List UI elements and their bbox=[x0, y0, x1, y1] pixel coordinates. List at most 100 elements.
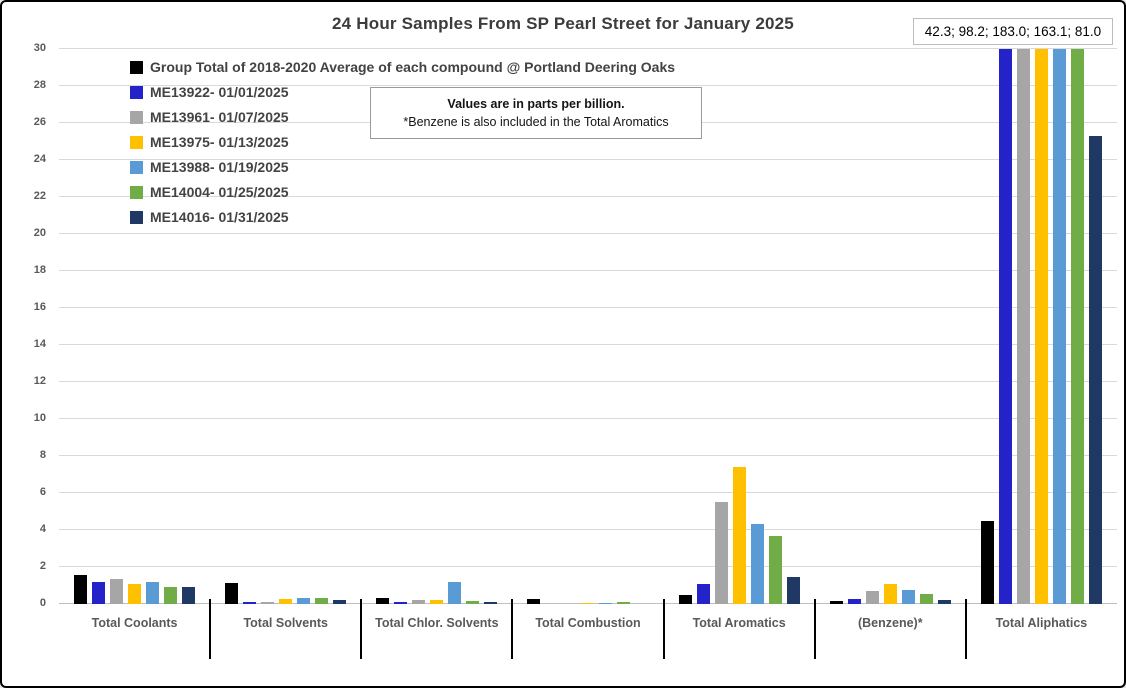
bar-group-6 bbox=[966, 49, 1117, 604]
bar-series5-cat3 bbox=[617, 602, 631, 604]
legend: Group Total of 2018-2020 Average of each… bbox=[130, 59, 675, 234]
x-category-label-5: (Benzene)* bbox=[857, 616, 923, 630]
bar-series4-cat1 bbox=[297, 598, 311, 604]
bar-series2-cat2 bbox=[412, 600, 426, 604]
gridline-2 bbox=[59, 566, 1117, 567]
x-category-label-1: Total Solvents bbox=[243, 616, 328, 630]
bar-series0-cat1 bbox=[225, 583, 239, 604]
gridline-24 bbox=[59, 159, 1117, 160]
bar-series3-cat6 bbox=[1034, 49, 1048, 604]
bar-series4-cat2 bbox=[448, 582, 462, 604]
legend-item-0: Group Total of 2018-2020 Average of each… bbox=[130, 59, 675, 75]
chart-title: 24 Hour Samples From SP Pearl Street for… bbox=[332, 14, 794, 33]
bar-series0-cat2 bbox=[376, 598, 390, 604]
legend-swatch-icon bbox=[130, 160, 143, 174]
legend-item-5: ME14004- 01/25/2025 bbox=[130, 184, 675, 200]
bar-series4-cat3 bbox=[599, 603, 613, 604]
units-note-line2: *Benzene is also included in the Total A… bbox=[403, 115, 669, 129]
bar-series3-cat5 bbox=[883, 584, 897, 604]
bar-series5-cat1 bbox=[315, 598, 329, 604]
y-tick-label-4: 4 bbox=[39, 523, 46, 535]
bar-series5-cat2 bbox=[466, 601, 480, 604]
bar-series1-cat4 bbox=[696, 584, 710, 604]
y-tick-label-18: 18 bbox=[33, 264, 46, 276]
y-tick-label-30: 30 bbox=[33, 42, 46, 54]
legend-item-6: ME14016- 01/31/2025 bbox=[130, 209, 675, 225]
gridline-30 bbox=[59, 48, 1117, 49]
x-category-label-0: Total Coolants bbox=[91, 616, 178, 630]
gridline-18 bbox=[59, 270, 1117, 271]
category-divider-2 bbox=[360, 599, 363, 659]
y-tick-label-14: 14 bbox=[33, 338, 46, 350]
y-tick-label-16: 16 bbox=[33, 301, 46, 313]
legend-item-4: ME13988- 01/19/2025 bbox=[130, 159, 675, 175]
units-note-box: Values are in parts per billion. *Benzen… bbox=[370, 87, 702, 139]
bar-group-2 bbox=[361, 49, 512, 604]
bar-series6-cat4 bbox=[786, 577, 800, 604]
legend-swatch-icon bbox=[130, 210, 143, 224]
bar-series1-cat2 bbox=[394, 602, 408, 604]
gridline-22 bbox=[59, 196, 1117, 197]
legend-label: Group Total of 2018-2020 Average of each… bbox=[150, 59, 676, 75]
bar-series2-cat0 bbox=[110, 579, 124, 604]
y-tick-label-2: 2 bbox=[39, 560, 46, 572]
y-tick-label-28: 28 bbox=[33, 79, 46, 91]
bar-series4-cat0 bbox=[146, 582, 160, 604]
legend-item-1: ME13922- 01/01/2025 bbox=[130, 84, 675, 100]
category-divider-5 bbox=[813, 599, 816, 659]
category-divider-4 bbox=[662, 599, 665, 659]
legend-label: ME13922- 01/01/2025 bbox=[150, 84, 289, 100]
gridline-8 bbox=[59, 455, 1117, 456]
bar-series3-cat2 bbox=[430, 600, 444, 604]
bar-series6-cat5 bbox=[937, 600, 951, 604]
gridline-16 bbox=[59, 307, 1117, 308]
bar-series6-cat6 bbox=[1088, 136, 1102, 604]
bar-series2-cat1 bbox=[261, 602, 275, 604]
bar-series2-cat6 bbox=[1016, 49, 1030, 604]
legend-label: ME13975- 01/13/2025 bbox=[150, 134, 289, 150]
units-note-line1: Values are in parts per billion. bbox=[447, 97, 625, 111]
gridline-14 bbox=[59, 344, 1117, 345]
category-divider-6 bbox=[964, 599, 967, 659]
bar-series4-cat5 bbox=[901, 590, 915, 604]
legend-label: ME13988- 01/19/2025 bbox=[150, 159, 289, 175]
gridline-10 bbox=[59, 418, 1117, 419]
bar-series3-cat0 bbox=[128, 584, 142, 604]
gridline-12 bbox=[59, 381, 1117, 382]
gridline-4 bbox=[59, 529, 1117, 530]
y-tick-label-6: 6 bbox=[39, 486, 46, 498]
legend-item-3: ME13975- 01/13/2025 bbox=[130, 134, 675, 150]
bar-series0-cat3 bbox=[527, 599, 541, 604]
bar-group-1 bbox=[210, 49, 361, 604]
plot-area bbox=[59, 48, 1117, 604]
bar-group-3 bbox=[512, 49, 663, 604]
overflow-values-box: 42.3; 98.2; 183.0; 163.1; 81.0 bbox=[913, 18, 1113, 45]
y-tick-label-20: 20 bbox=[33, 227, 46, 239]
gridline-20 bbox=[59, 233, 1117, 234]
legend-swatch-icon bbox=[130, 85, 143, 99]
bar-group-0 bbox=[59, 49, 210, 604]
legend-item-2: ME13961- 01/07/2025 bbox=[130, 109, 675, 125]
gridline-6 bbox=[59, 492, 1117, 493]
bar-series5-cat0 bbox=[164, 587, 178, 604]
bar-series4-cat4 bbox=[750, 524, 764, 604]
legend-swatch-icon bbox=[130, 185, 143, 199]
bar-series6-cat1 bbox=[333, 600, 347, 604]
bar-series5-cat4 bbox=[768, 536, 782, 604]
bar-series4-cat6 bbox=[1052, 49, 1066, 604]
bar-series0-cat6 bbox=[980, 521, 994, 604]
bar-group-4 bbox=[664, 49, 815, 604]
bar-series0-cat0 bbox=[74, 575, 88, 604]
bar-series5-cat5 bbox=[919, 594, 933, 604]
category-divider-1 bbox=[209, 599, 212, 659]
legend-swatch-icon bbox=[130, 135, 143, 149]
category-divider-3 bbox=[511, 599, 514, 659]
y-tick-label-26: 26 bbox=[33, 116, 46, 128]
gridline-28 bbox=[59, 85, 1117, 86]
legend-label: ME14016- 01/31/2025 bbox=[150, 209, 289, 225]
bar-series5-cat6 bbox=[1070, 49, 1084, 604]
bar-series1-cat0 bbox=[92, 582, 106, 604]
bar-series3-cat3 bbox=[581, 603, 595, 604]
bar-series1-cat6 bbox=[998, 49, 1012, 604]
